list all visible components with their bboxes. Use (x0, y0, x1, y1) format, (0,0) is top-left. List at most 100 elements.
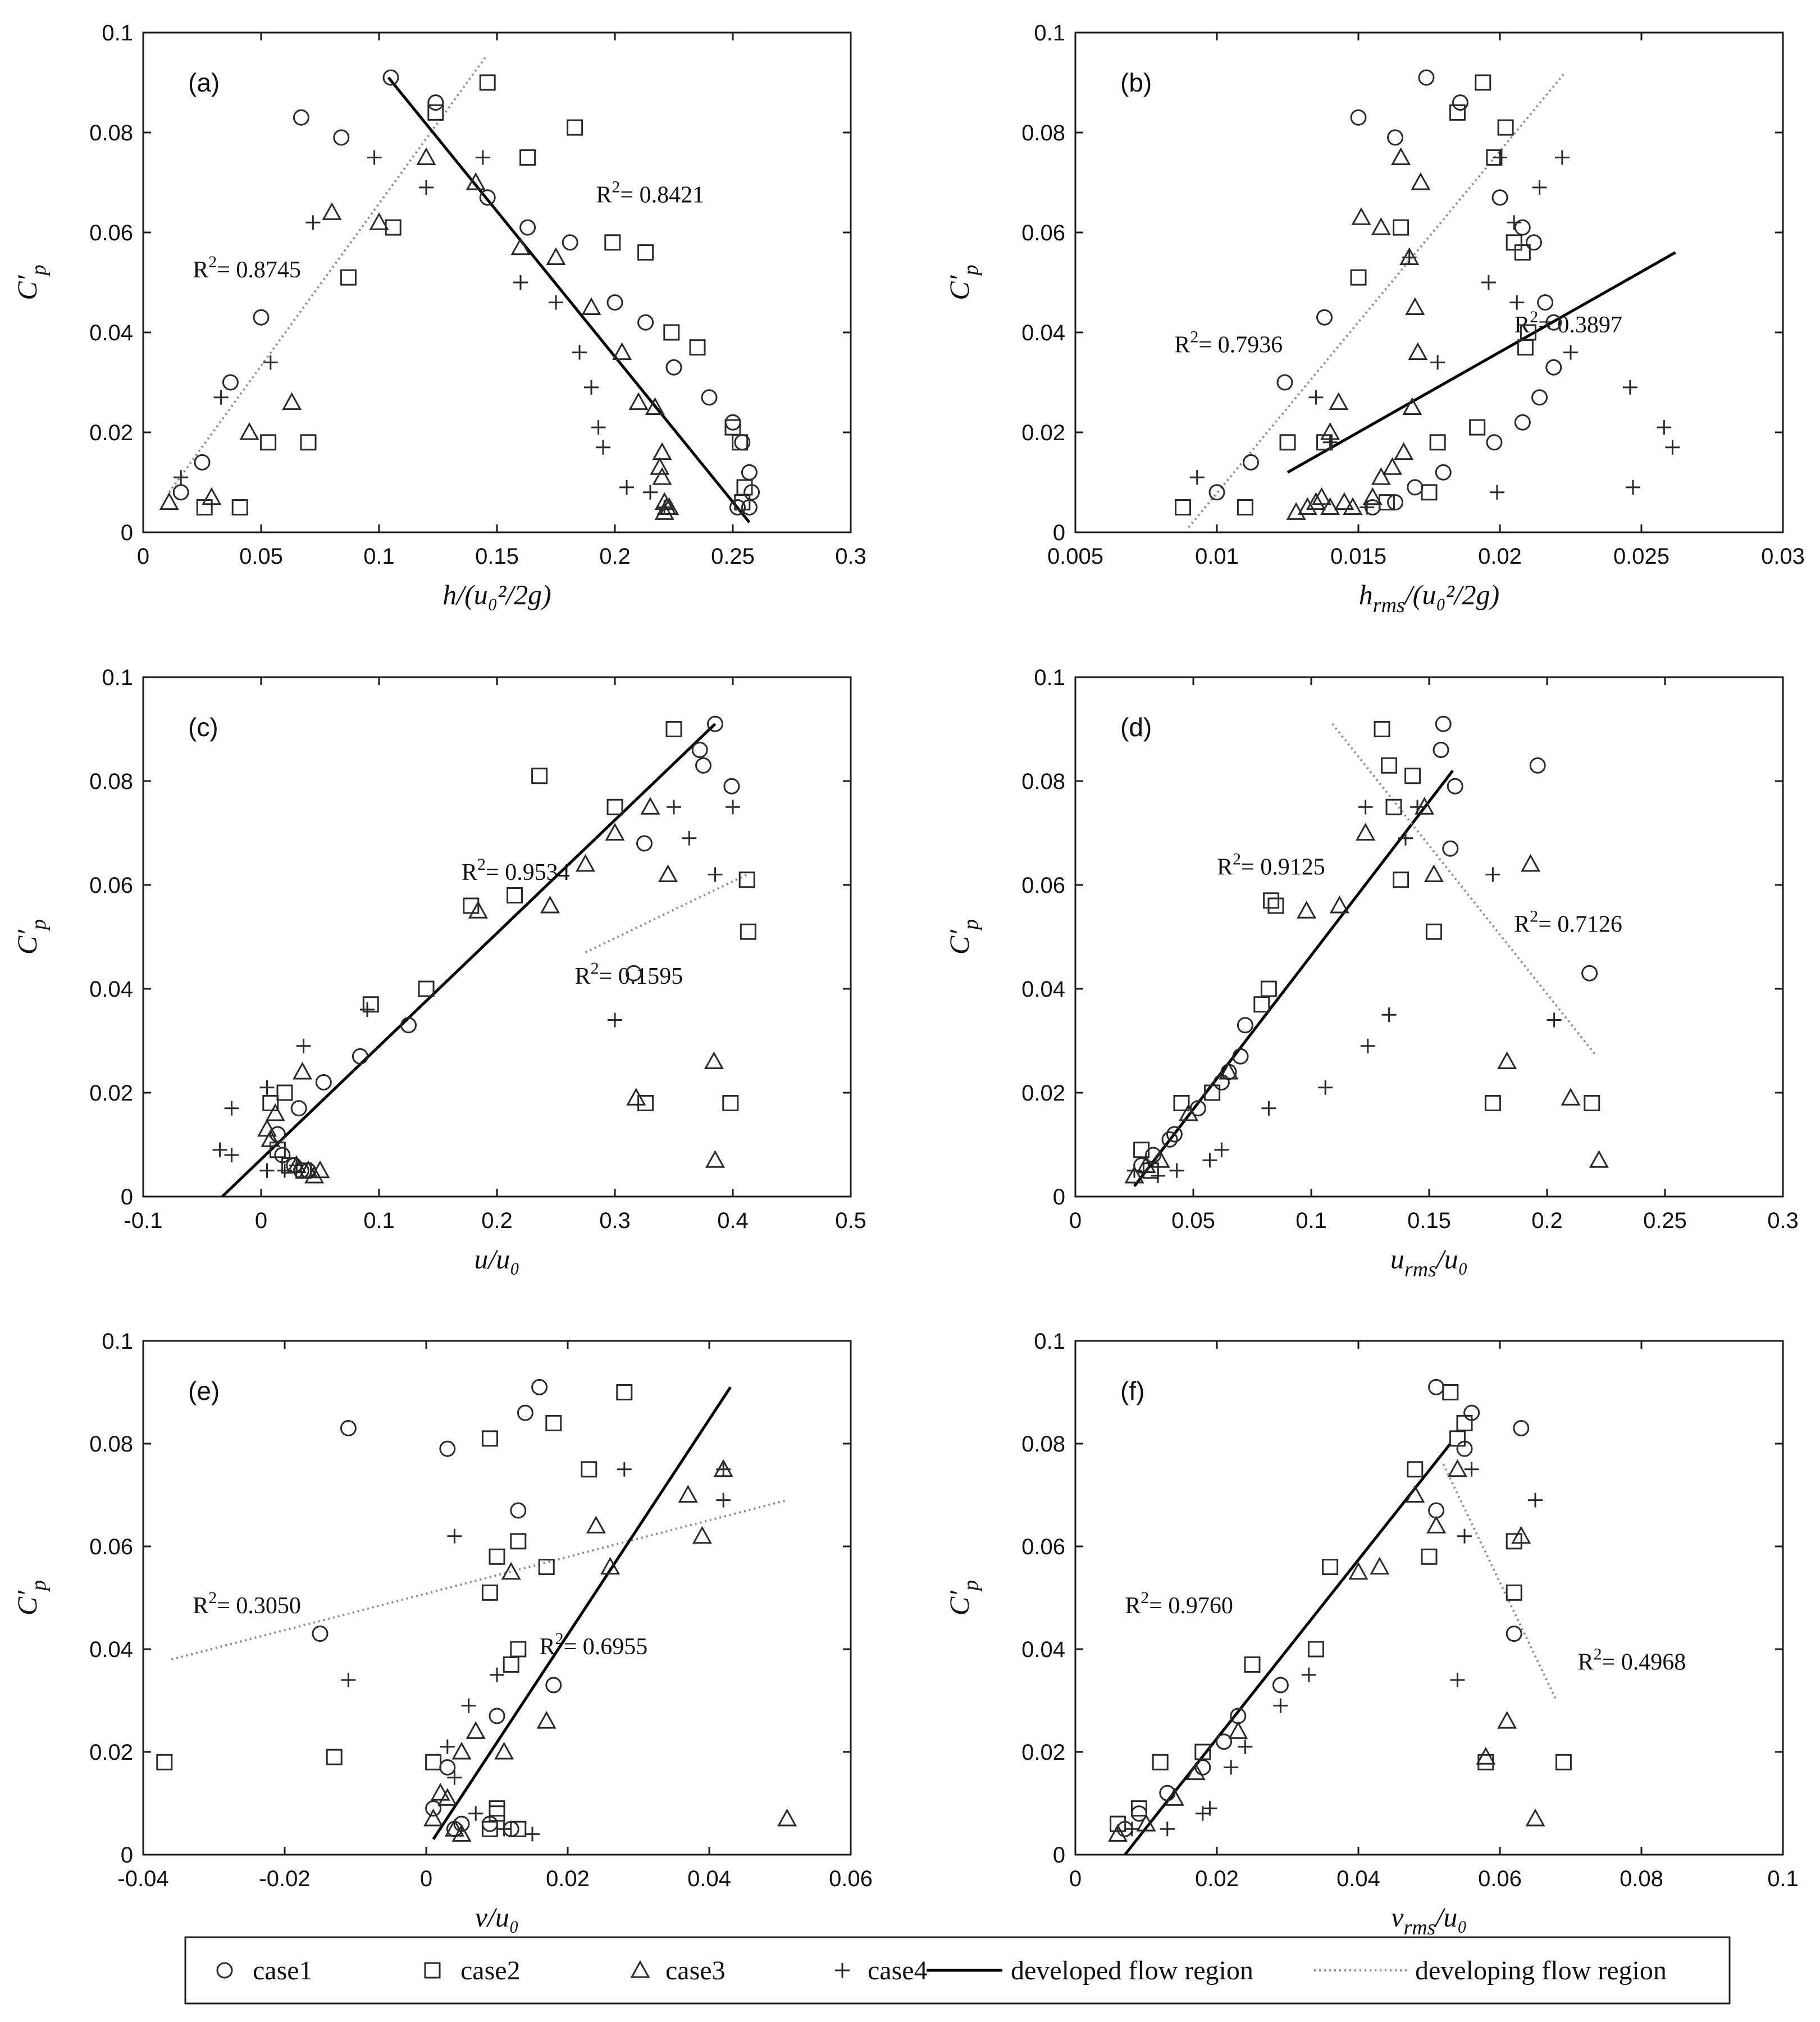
case4-point (1360, 500, 1375, 515)
x-tick-label: 0.06 (829, 1866, 873, 1891)
y-tick-label: 0.02 (1021, 421, 1065, 445)
case4-point (1665, 440, 1680, 455)
case2-point (1244, 1656, 1261, 1673)
case2-point (1497, 119, 1514, 136)
legend-item-case4: case4 (835, 1956, 928, 1986)
case3-point (1185, 1762, 1206, 1781)
case3-point (1561, 1088, 1581, 1106)
x-tick-label: 0.2 (599, 544, 631, 569)
y-tick-label: 0.08 (89, 769, 133, 794)
case4-point (305, 215, 321, 230)
legend-item-developing: developing flow region (1314, 1956, 1667, 1986)
case2-point (538, 1559, 555, 1576)
case1-point (741, 464, 758, 481)
case2-point (1393, 219, 1410, 236)
case4-point (667, 800, 681, 815)
y-tick-label: 0.06 (1021, 221, 1065, 245)
legend-marker-case1 (216, 1962, 233, 1979)
case1-point (1513, 1420, 1530, 1437)
y-tick-label: 0.08 (89, 121, 133, 145)
case1-point (1316, 309, 1333, 326)
case3-point (1179, 1103, 1199, 1121)
x-tick-label: 0.04 (687, 1866, 731, 1891)
case2-point (1374, 721, 1390, 737)
legend-label: developed flow region (1011, 1956, 1253, 1986)
case2-point (663, 324, 680, 341)
case3-point (1286, 502, 1306, 520)
developed-fit-line (1124, 1443, 1452, 1856)
y-tick-label: 0.08 (89, 1432, 133, 1457)
case1-point (695, 757, 711, 774)
case1-point (1145, 1147, 1162, 1163)
case4-point (212, 1142, 227, 1157)
case2-point (665, 721, 682, 737)
x-tick-label: 0.08 (1620, 1866, 1663, 1891)
x-tick-label: 0.05 (1171, 1208, 1215, 1233)
case2-point (604, 234, 621, 251)
case3-point (1411, 172, 1431, 190)
legend-item-case1: case1 (216, 1956, 313, 1986)
case3-point (1394, 442, 1414, 460)
y-axis-label: C′p (943, 264, 983, 300)
r2-label: R2= 0.8421 (596, 178, 704, 208)
case2-point (1130, 1800, 1147, 1817)
case4-point (440, 1739, 455, 1754)
case3-point (501, 1562, 521, 1580)
case3-point (1356, 823, 1376, 841)
case4-point (1563, 345, 1578, 360)
case3-point (1382, 457, 1403, 475)
case2-point (1506, 234, 1522, 251)
y-tick-label: 0.1 (102, 665, 133, 690)
case3-point (1521, 853, 1541, 872)
case4-point (277, 1163, 292, 1178)
case1-point (562, 234, 578, 251)
case1-point (340, 1420, 357, 1437)
y-tick-label: 0 (1053, 1843, 1065, 1868)
y-tick-label: 0.06 (89, 221, 133, 245)
case2-point (340, 269, 357, 286)
case3-point (1405, 297, 1425, 315)
case4-point (367, 150, 382, 165)
case4-point (224, 1101, 239, 1116)
y-tick-label: 0 (121, 1843, 133, 1868)
case3-point (451, 1741, 472, 1760)
case2-point (1322, 1559, 1339, 1576)
case4-point (1457, 1528, 1472, 1544)
case4-point (572, 345, 587, 360)
case1-point (637, 314, 654, 331)
case4-point (1657, 420, 1672, 435)
case4-point (1169, 1163, 1184, 1178)
case3-point (540, 895, 560, 914)
case3-point (510, 237, 531, 255)
case2-point (427, 104, 444, 121)
case4-point (468, 1806, 483, 1821)
case4-point (174, 470, 189, 485)
x-tick-label: 0.015 (1330, 544, 1386, 569)
y-tick-label: 0.1 (1034, 21, 1065, 45)
case2-point (1152, 1754, 1169, 1770)
case1-point (1216, 1733, 1233, 1750)
case1-point (545, 1677, 562, 1694)
panel-label: (f) (1120, 1376, 1144, 1405)
case1-point (1447, 778, 1463, 795)
case4-point (716, 1492, 731, 1508)
case2-point (616, 1384, 633, 1400)
chart-panel: 0 0.05 0.1 0.15 0.2 0.25 0.3 0 0.02 0.04 0.06 0.08 0… (943, 665, 1799, 1281)
y-tick-label: 0.04 (89, 1637, 133, 1662)
legend-marker-case2 (424, 1962, 441, 1979)
case3-point (1476, 1747, 1496, 1765)
case4-point (584, 380, 599, 395)
chart-panel: 0 0.02 0.04 0.06 0.08 0.1 0 0.02 0.04 0.06 0.08 0.1… (943, 1329, 1799, 1939)
case3-point (645, 397, 665, 415)
case4-point (1528, 1492, 1543, 1508)
case1-point (701, 389, 718, 406)
r2-label: R2= 0.4968 (1578, 1645, 1686, 1676)
x-tick-label: 0.03 (1761, 544, 1805, 569)
case2-point (481, 1430, 498, 1447)
case4-point (447, 1770, 462, 1785)
case3-point (416, 147, 436, 165)
y-tick-label: 0.02 (89, 421, 133, 445)
x-tick-label: 0.02 (546, 1866, 590, 1891)
case4-point (259, 1080, 275, 1095)
case2-point (418, 980, 435, 997)
